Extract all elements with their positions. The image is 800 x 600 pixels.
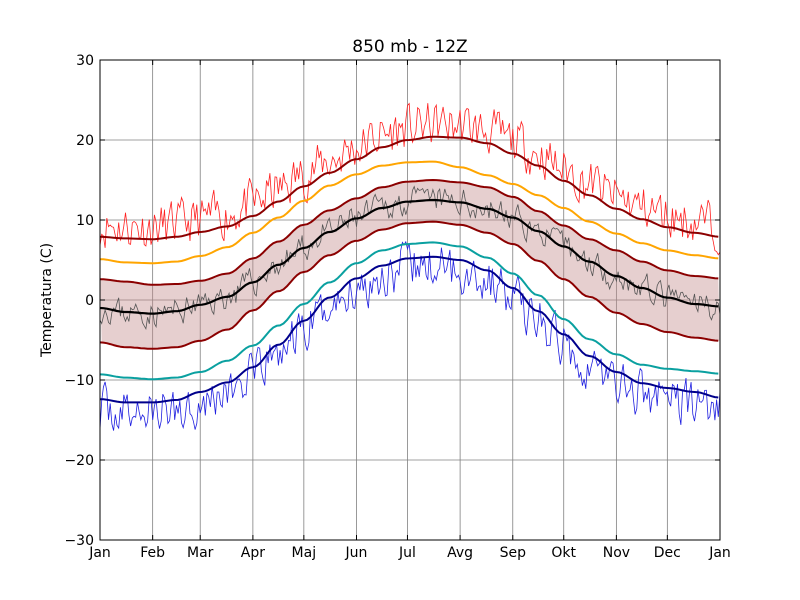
chart-title: 850 mb - 12Z [352, 37, 467, 57]
x-tick-label: Jan [88, 545, 111, 561]
y-axis-label: Temperatura (C) [39, 243, 55, 358]
x-tick-label: Jun [345, 545, 368, 561]
series-mean [99, 198, 719, 315]
series-daily-min [99, 240, 721, 431]
x-tick-label: Feb [140, 545, 165, 561]
series-record-max-mean [99, 135, 719, 241]
y-tick-label: −10 [64, 373, 94, 389]
smoothed-series [99, 135, 719, 404]
x-tick-label: Avg [447, 545, 473, 561]
x-tick-label: Jul [398, 545, 416, 561]
y-tick-label: −30 [64, 533, 94, 549]
y-tick-label: 30 [76, 53, 94, 69]
series-p75 [99, 179, 719, 286]
x-tick-label: Apr [241, 545, 265, 561]
y-tick-label: 0 [85, 293, 94, 309]
x-tick-label: Dec [654, 545, 681, 561]
x-tick-label: Nov [603, 545, 630, 561]
x-tick-label: Jan [708, 545, 731, 561]
y-tick-label: 20 [76, 133, 94, 149]
band-area [100, 180, 720, 349]
axis-ticks: Jan Feb Mar Apr Maj Jun Jul Avg Sep Okt Nov Dec Jan−… [64, 53, 730, 561]
x-tick-label: Sep [500, 545, 527, 561]
y-tick-label: −20 [64, 453, 94, 469]
x-tick-label: Mar [187, 545, 214, 561]
series-p10 [99, 241, 719, 381]
grid [100, 60, 720, 540]
x-tick-label: Okt [551, 545, 576, 561]
series-p90 [99, 160, 719, 265]
series-daily-max [99, 102, 721, 256]
interquartile-band [100, 180, 720, 349]
x-tick-label: Maj [292, 545, 317, 561]
y-tick-label: 10 [76, 213, 94, 229]
series-p25 [99, 220, 719, 350]
series-record-min-mean [99, 255, 719, 404]
